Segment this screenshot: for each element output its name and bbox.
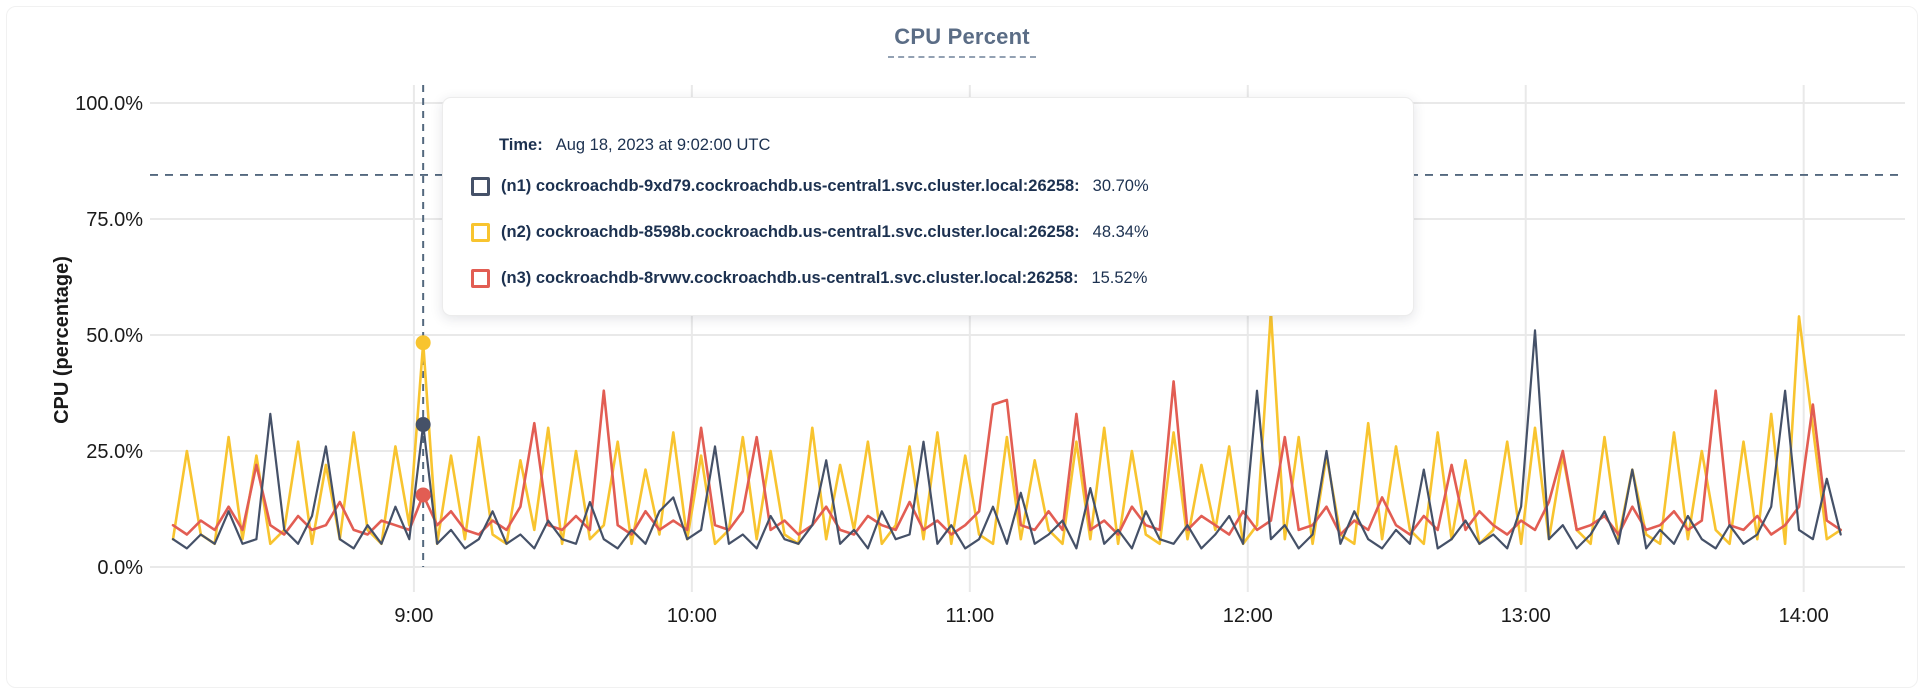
- x-tick-label: 14:00: [1779, 605, 1829, 627]
- hover-dot-n1: [415, 417, 431, 433]
- y-tick-label: 25.0%: [86, 441, 143, 463]
- x-tick-label: 11:00: [946, 605, 995, 627]
- y-tick-label: 75.0%: [86, 209, 143, 231]
- tooltip-series-value-n3: 15.52%: [1091, 268, 1148, 287]
- tooltip-row-n3: (n3) cockroachdb-8rvwv.cockroachdb.us-ce…: [471, 267, 1383, 289]
- hover-tooltip: Time: Aug 18, 2023 at 9:02:00 UTC (n1) c…: [442, 97, 1414, 316]
- tooltip-time-row: Time: Aug 18, 2023 at 9:02:00 UTC: [499, 134, 1383, 156]
- y-tick-label: 0.0%: [97, 557, 143, 579]
- series-line-n3[interactable]: [171, 380, 1842, 536]
- tooltip-row-n2: (n2) cockroachdb-8598b.cockroachdb.us-ce…: [471, 221, 1383, 243]
- tooltip-series-value-n1: 30.70%: [1092, 176, 1149, 195]
- chart-title[interactable]: CPU Percent: [0, 24, 1924, 58]
- y-axis-title: CPU (percentage): [51, 256, 73, 424]
- tooltip-time-label: Time:: [499, 135, 543, 154]
- x-tick-label: 12:00: [1223, 605, 1273, 627]
- x-tick-label: 9:00: [394, 605, 433, 627]
- tooltip-row-n1: (n1) cockroachdb-9xd79.cockroachdb.us-ce…: [471, 175, 1383, 197]
- tooltip-time-value: Aug 18, 2023 at 9:02:00 UTC: [555, 135, 771, 154]
- tooltip-series-label-n2: (n2) cockroachdb-8598b.cockroachdb.us-ce…: [501, 222, 1080, 241]
- tooltip-series-label-n3: (n3) cockroachdb-8rvwv.cockroachdb.us-ce…: [501, 268, 1079, 287]
- tooltip-series-label-n1: (n1) cockroachdb-9xd79.cockroachdb.us-ce…: [501, 176, 1080, 195]
- y-tick-label: 100.0%: [75, 93, 143, 115]
- chart-title-text[interactable]: CPU Percent: [888, 24, 1036, 58]
- y-tick-label: 50.0%: [86, 325, 143, 347]
- series-swatch-n3-icon: [471, 268, 490, 288]
- series-swatch-n2-icon: [471, 222, 490, 242]
- tooltip-series-value-n2: 48.34%: [1092, 222, 1149, 241]
- hover-dot-n2: [415, 335, 431, 351]
- hover-dot-n3: [415, 487, 431, 503]
- series-swatch-n1-icon: [471, 176, 490, 196]
- series-line-n1[interactable]: [171, 329, 1842, 550]
- x-tick-label: 10:00: [667, 605, 717, 627]
- x-tick-label: 13:00: [1501, 605, 1551, 627]
